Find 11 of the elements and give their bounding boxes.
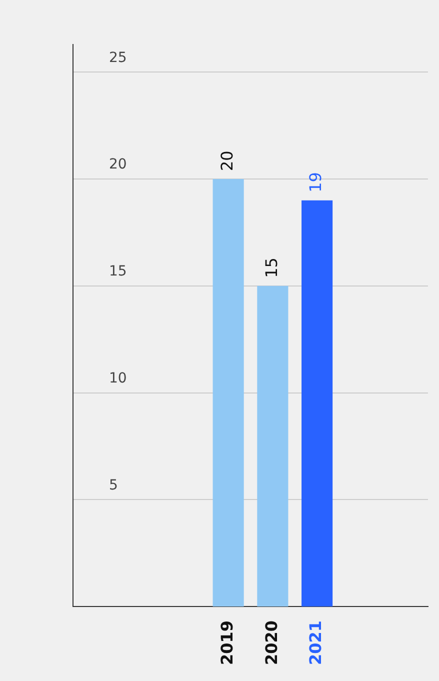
y-tick-label: 20 (109, 156, 127, 173)
x-tick-label: 2020 (262, 620, 281, 665)
x-tick-label: 2021 (306, 620, 326, 665)
data-label: 19 (306, 172, 326, 192)
data-label: 15 (262, 258, 281, 278)
y-tick-label: 25 (109, 50, 127, 66)
y-tick-label: 10 (109, 370, 127, 386)
y-tick-label: 15 (109, 264, 127, 280)
y-tick-label: 5 (109, 477, 118, 494)
data-label: 20 (217, 150, 236, 172)
x-tick-label: 2019 (217, 620, 236, 665)
